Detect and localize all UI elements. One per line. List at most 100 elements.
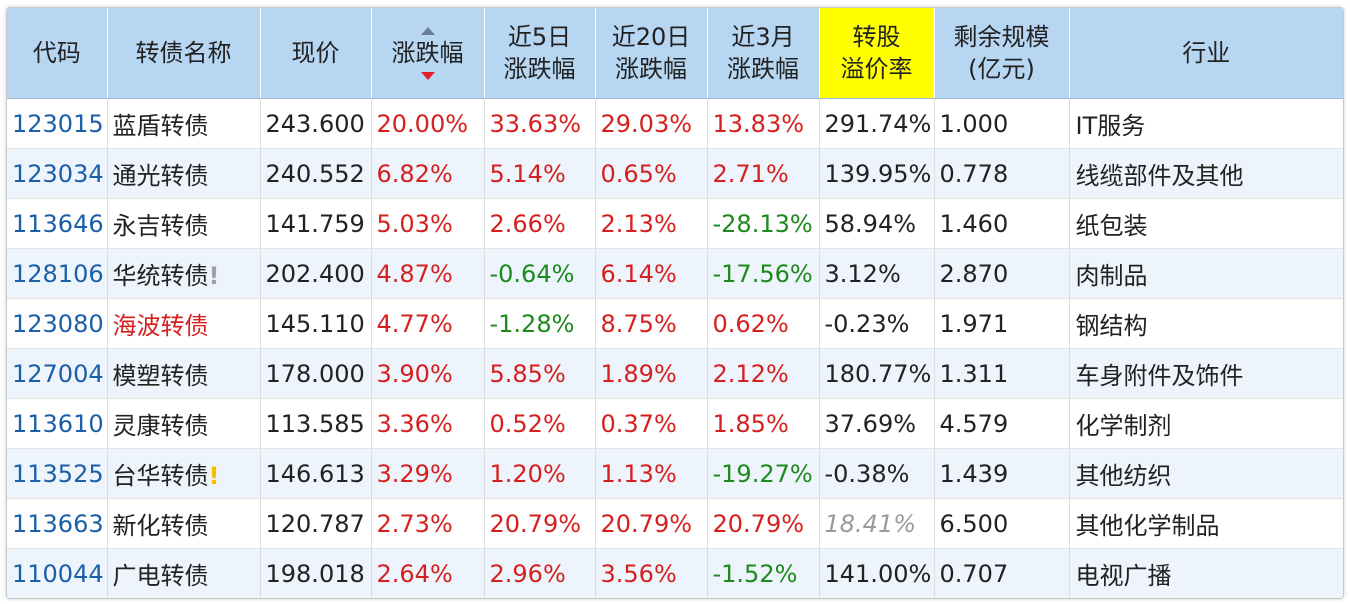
scale-cell: 1.971 [934,298,1070,349]
header-20day-line2: 涨跌幅 [615,55,687,83]
bond-name-link[interactable]: 模塑转债 [107,348,261,399]
bond-table-panel: 代码 转债名称 现价 涨跌幅 近5日 涨跌幅 近20日 涨跌幅 [6,7,1344,599]
warning-mark-icon[interactable]: ! [208,262,220,290]
premium-cell: 139.95% [819,148,935,199]
bond-name-link[interactable]: 永吉转债 [107,198,261,249]
price-cell: 243.600 [260,98,372,149]
premium-cell: -0.38% [819,448,935,499]
header-5day-line1: 近5日 [507,23,572,51]
bond-name: 永吉转债 [112,212,209,240]
change-20day-cell: 0.65% [595,148,708,199]
scale-cell: 6.500 [934,498,1070,549]
header-change-label: 涨跌幅 [391,39,464,67]
price-cell: 202.400 [260,248,372,299]
sort-ascending-icon [420,27,435,35]
premium-cell: 180.77% [819,348,935,399]
bond-name-link[interactable]: 广电转债 [107,548,261,598]
header-20day-line1: 近20日 [611,23,691,51]
bond-code-link[interactable]: 123034 [7,148,108,199]
industry-cell: 化学制剂 [1069,398,1343,449]
bond-code-link[interactable]: 123015 [7,98,108,149]
bond-code-link[interactable]: 113663 [7,498,108,549]
header-3month-change[interactable]: 近3月 涨跌幅 [707,8,820,99]
change-3month-cell: 2.12% [707,348,820,399]
price-cell: 146.613 [260,448,372,499]
change-cell: 3.29% [371,448,485,499]
header-3month-line2: 涨跌幅 [727,55,799,83]
change-3month-cell: 2.71% [707,148,820,199]
bond-name-link[interactable]: 新化转债 [107,498,261,549]
bond-name-link[interactable]: 通光转债 [107,148,261,199]
bond-name-link[interactable]: 台华转债! [107,448,261,499]
table-row: 113525 台华转债! 146.613 3.29% 1.20% 1.13% -… [7,448,1343,499]
header-20day-change[interactable]: 近20日 涨跌幅 [595,8,708,99]
bond-code-link[interactable]: 113646 [7,198,108,249]
premium-cell: 141.00% [819,548,935,598]
bond-code-link[interactable]: 123080 [7,298,108,349]
header-scale-line1: 剩余规模 [953,23,1050,51]
header-price[interactable]: 现价 [260,8,372,99]
header-conversion-premium[interactable]: 转股 溢价率 [819,8,935,99]
scale-cell: 1.460 [934,198,1070,249]
bond-name: 模塑转债 [112,362,209,390]
industry-cell: 电视广播 [1069,548,1343,598]
bond-name-link[interactable]: 海波转债 [107,298,261,349]
change-20day-cell: 0.37% [595,398,708,449]
premium-cell: 58.94% [819,198,935,249]
price-cell: 178.000 [260,348,372,399]
bond-code-link[interactable]: 113525 [7,448,108,499]
header-code-label: 代码 [32,39,81,67]
header-remaining-scale[interactable]: 剩余规模 (亿元) [934,8,1070,99]
bond-code-link[interactable]: 110044 [7,548,108,598]
change-3month-cell: -1.52% [707,548,820,598]
change-3month-cell: 1.85% [707,398,820,449]
change-5day-cell: 20.79% [484,498,596,549]
change-3month-cell: -28.13% [707,198,820,249]
header-code[interactable]: 代码 [7,8,108,99]
header-change[interactable]: 涨跌幅 [371,8,485,99]
price-cell: 141.759 [260,198,372,249]
scale-cell: 1.439 [934,448,1070,499]
industry-cell: 车身附件及饰件 [1069,348,1343,399]
bond-code-link[interactable]: 127004 [7,348,108,399]
bond-name-link[interactable]: 蓝盾转债 [107,98,261,149]
change-20day-cell: 2.13% [595,198,708,249]
table-row: 127004 模塑转债 178.000 3.90% 5.85% 1.89% 2.… [7,348,1343,399]
premium-cell: 3.12% [819,248,935,299]
change-20day-cell: 6.14% [595,248,708,299]
table-row: 128106 华统转债! 202.400 4.87% -0.64% 6.14% … [7,248,1343,299]
change-3month-cell: 20.79% [707,498,820,549]
scale-cell: 0.707 [934,548,1070,598]
table-row: 113610 灵康转债 113.585 3.36% 0.52% 0.37% 1.… [7,398,1343,449]
bond-code-link[interactable]: 113610 [7,398,108,449]
price-cell: 240.552 [260,148,372,199]
header-industry-label: 行业 [1182,39,1231,67]
bond-name: 广电转债 [112,562,209,590]
bond-code-link[interactable]: 128106 [7,248,108,299]
header-price-label: 现价 [291,39,340,67]
bond-name: 海波转债 [112,312,209,340]
scale-cell: 1.000 [934,98,1070,149]
convertible-bond-table: 代码 转债名称 现价 涨跌幅 近5日 涨跌幅 近20日 涨跌幅 [7,8,1343,598]
header-5day-line2: 涨跌幅 [503,55,576,83]
bond-name-link[interactable]: 华统转债! [107,248,261,299]
premium-cell: 291.74% [819,98,935,149]
header-name[interactable]: 转债名称 [107,8,261,99]
industry-cell: 肉制品 [1069,248,1343,299]
table-body: 123015 蓝盾转债 243.600 20.00% 33.63% 29.03%… [7,98,1343,598]
header-premium-line2: 溢价率 [840,55,913,83]
change-cell: 4.77% [371,298,485,349]
change-20day-cell: 1.13% [595,448,708,499]
bond-name: 华统转债 [112,262,209,290]
header-5day-change[interactable]: 近5日 涨跌幅 [484,8,596,99]
header-3month-line1: 近3月 [731,23,795,51]
change-20day-cell: 29.03% [595,98,708,149]
header-industry[interactable]: 行业 [1069,8,1343,99]
price-cell: 198.018 [260,548,372,598]
header-scale-line2: (亿元) [968,55,1035,83]
warning-mark-icon[interactable]: ! [208,462,220,490]
bond-name-link[interactable]: 灵康转债 [107,398,261,449]
change-5day-cell: 1.20% [484,448,596,499]
change-5day-cell: -1.28% [484,298,596,349]
change-20day-cell: 20.79% [595,498,708,549]
